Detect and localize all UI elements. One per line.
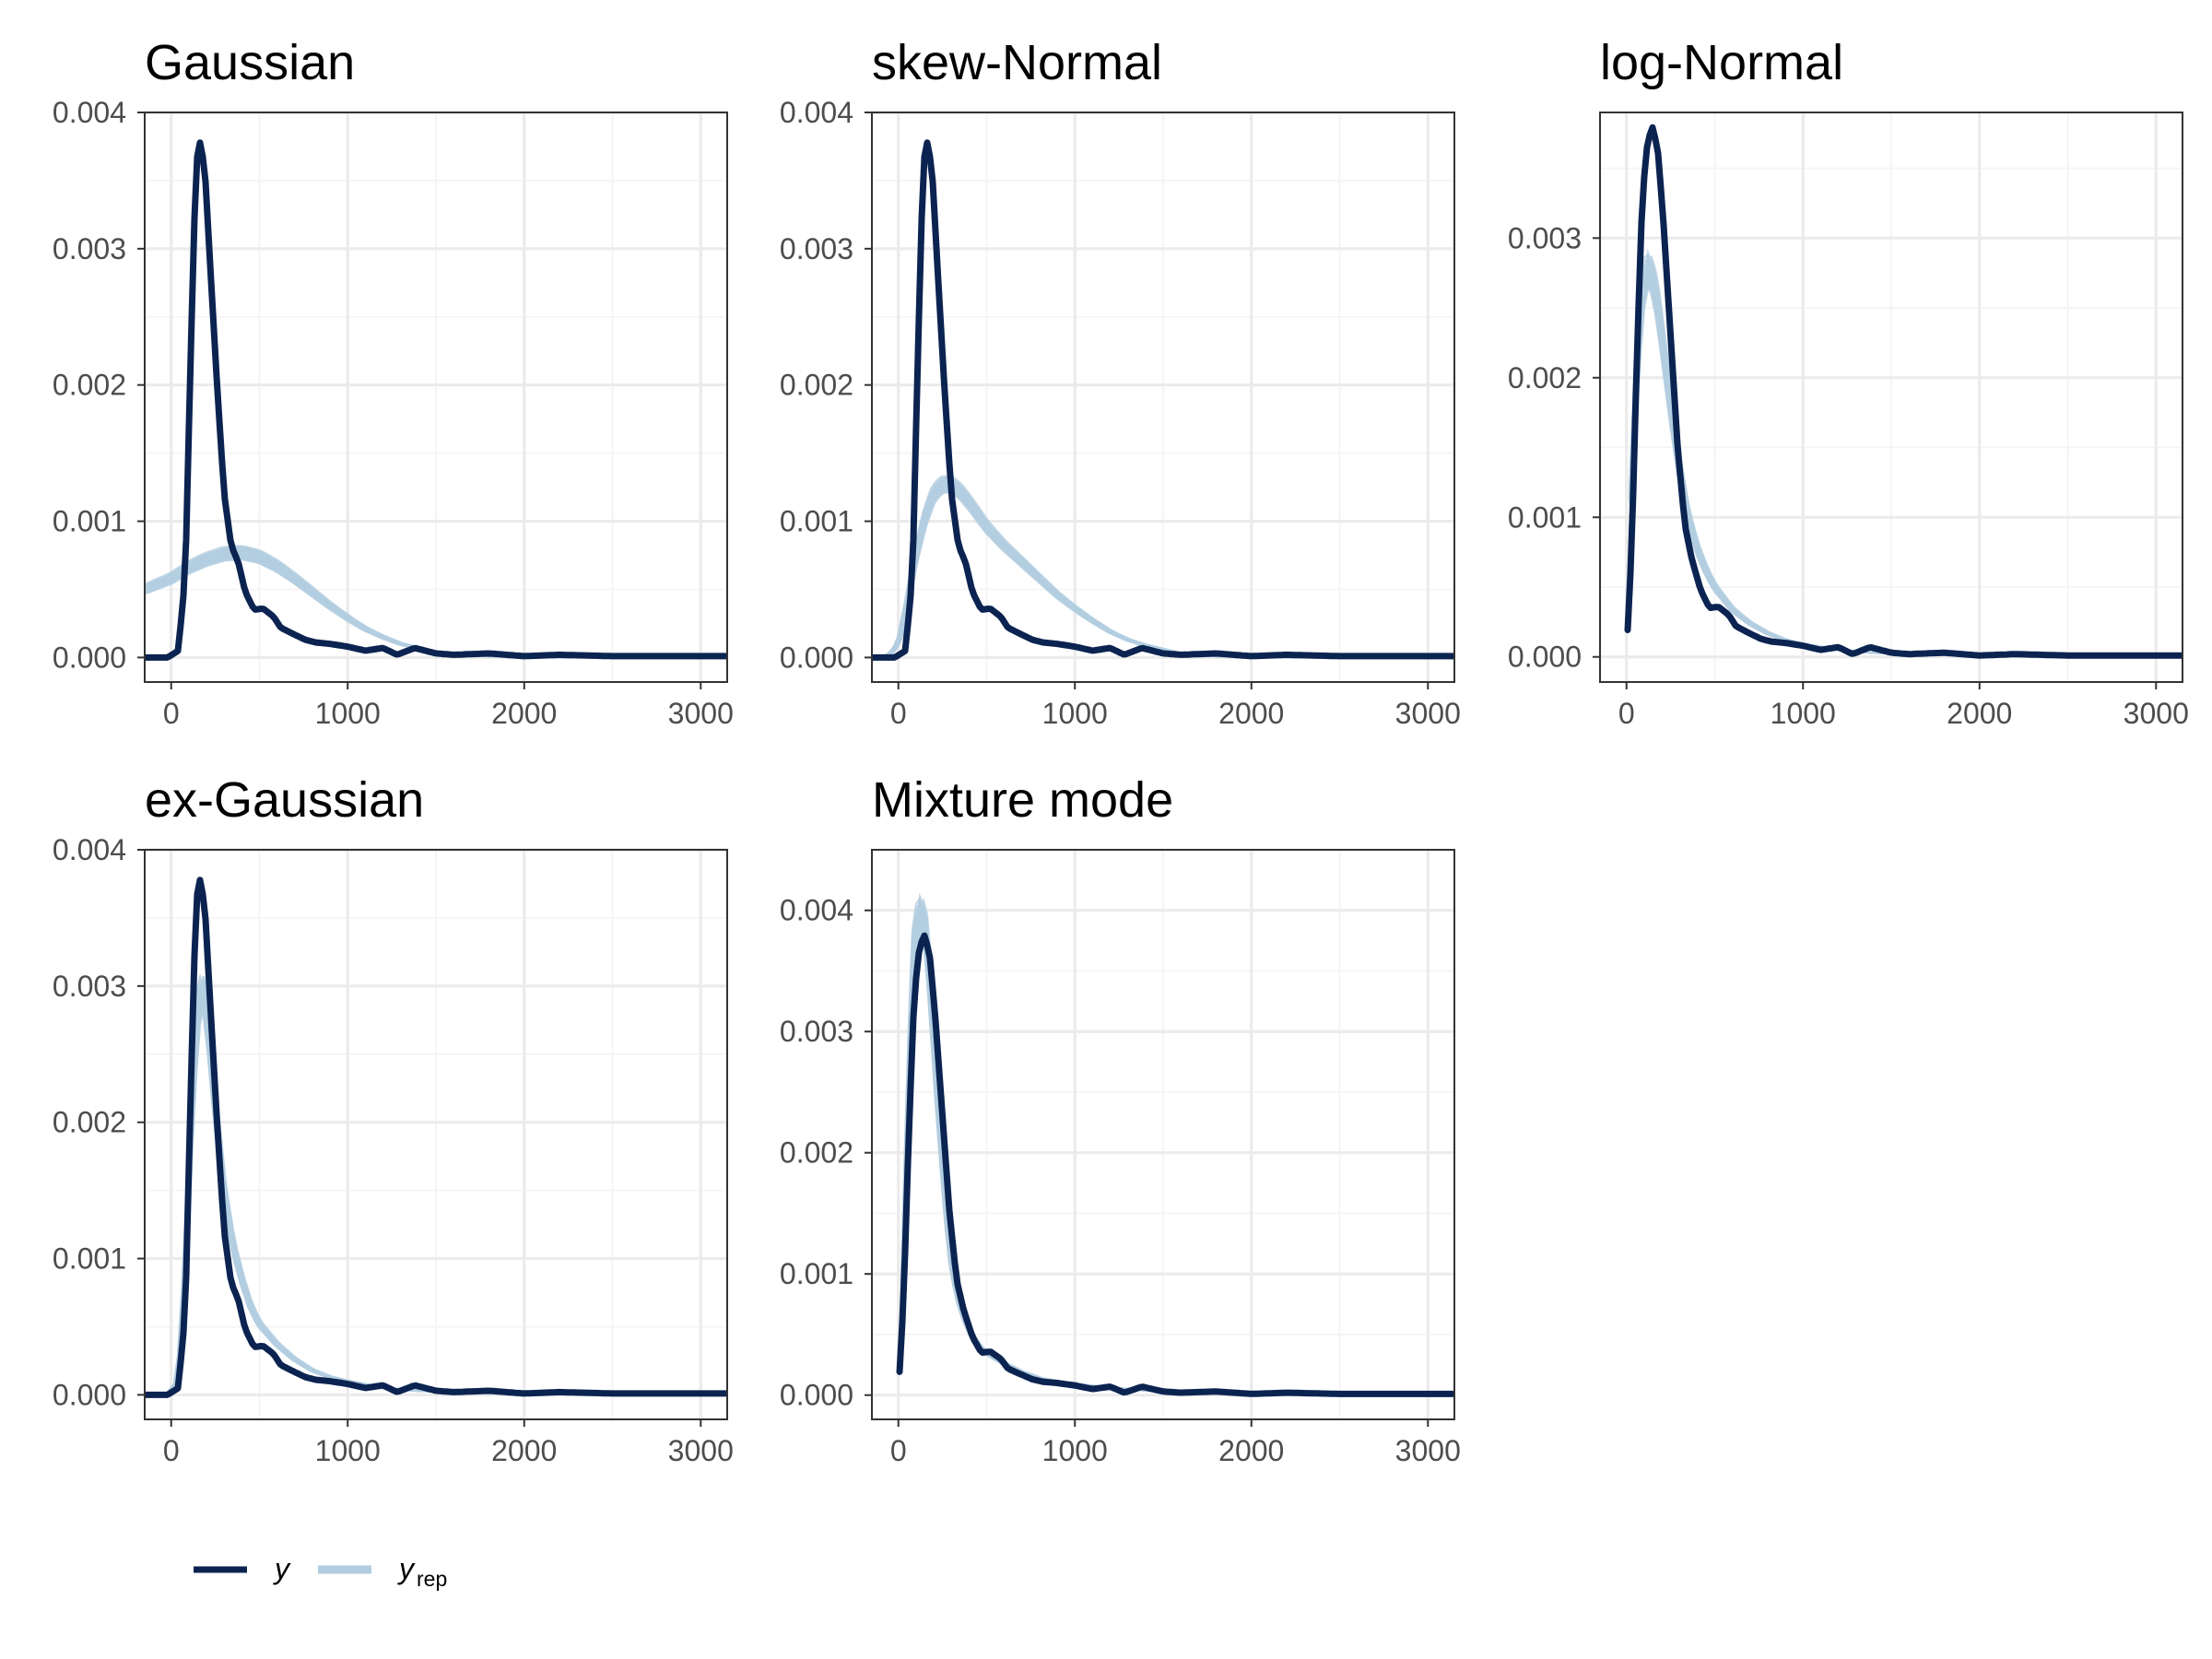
y-tick-label: 0.002 — [53, 369, 126, 402]
y-tick-label: 0.000 — [1508, 641, 1582, 674]
legend-label-y: y — [273, 1552, 291, 1585]
legend: y y rep — [194, 1552, 447, 1591]
y-tick-label: 0.001 — [53, 1242, 126, 1276]
y-line — [145, 139, 727, 661]
x-tick-label: 0 — [163, 1434, 180, 1467]
panel-border — [1599, 112, 2183, 683]
panel-border — [871, 849, 1455, 1420]
y-tick-label: 0.002 — [780, 1136, 853, 1170]
x-tick-label: 2000 — [1218, 697, 1284, 730]
panels: 0 1000 2000 3000 0.000 0.001 0.002 0.003 0.004 Ga… — [53, 35, 2189, 1467]
legend-label-y_rep: y rep — [397, 1552, 447, 1591]
panel-0: 0 1000 2000 3000 0.000 0.001 0.002 0.003 0.004 Ga… — [53, 35, 734, 730]
x-tick-label: 2000 — [491, 1434, 557, 1467]
y-tick-label: 0.004 — [780, 96, 853, 129]
y-tick-label: 0.001 — [780, 505, 853, 538]
y-line — [872, 139, 1454, 661]
y-tick-label: 0.000 — [780, 641, 853, 674]
x-tick-label: 3000 — [668, 1434, 734, 1467]
panel-4: 0 1000 2000 3000 0.000 0.001 0.002 0.003 0.004 Mi… — [780, 772, 1461, 1467]
x-tick-label: 2000 — [491, 697, 557, 730]
y-tick-label: 0.004 — [53, 833, 126, 866]
y-tick-label: 0.003 — [780, 1015, 853, 1048]
x-tick-label: 1000 — [315, 697, 381, 730]
y-tick-label: 0.004 — [780, 894, 853, 927]
x-tick-label: 3000 — [2124, 697, 2189, 730]
panel-title: Gaussian — [145, 35, 355, 90]
x-tick-label: 0 — [163, 697, 180, 730]
y-tick-label: 0.001 — [1508, 500, 1582, 534]
y-tick-label: 0.002 — [1508, 361, 1582, 394]
y-tick-label: 0.001 — [780, 1257, 853, 1290]
y-tick-label: 0.003 — [53, 970, 126, 1003]
x-tick-label: 1000 — [1042, 1434, 1108, 1467]
x-tick-label: 0 — [890, 697, 907, 730]
panel-title: skew-Normal — [872, 35, 1162, 90]
panel-3: 0 1000 2000 3000 0.000 0.001 0.002 0.003 0.004 ex… — [53, 772, 734, 1467]
y-line — [896, 932, 1454, 1397]
y-tick-label: 0.002 — [780, 369, 853, 402]
x-tick-label: 3000 — [1395, 1434, 1461, 1467]
x-tick-label: 0 — [890, 1434, 907, 1467]
x-tick-label: 3000 — [668, 697, 734, 730]
panel-title: Mixture mode — [872, 772, 1173, 828]
y-tick-label: 0.000 — [53, 641, 126, 674]
y-line — [145, 877, 727, 1398]
y-tick-label: 0.003 — [53, 232, 126, 265]
panel-border — [144, 112, 728, 683]
y-tick-label: 0.004 — [53, 96, 126, 129]
x-tick-label: 0 — [1618, 697, 1635, 730]
x-tick-label: 3000 — [1395, 697, 1461, 730]
x-tick-label: 1000 — [1042, 697, 1108, 730]
panel-border — [871, 112, 1455, 683]
y-tick-label: 0.000 — [780, 1379, 853, 1412]
y-tick-label: 0.000 — [53, 1378, 126, 1411]
x-tick-label: 2000 — [1218, 1434, 1284, 1467]
y-tick-label: 0.001 — [53, 505, 126, 538]
y-tick-label: 0.003 — [1508, 221, 1582, 254]
x-tick-label: 1000 — [315, 1434, 381, 1467]
x-tick-label: 1000 — [1771, 697, 1836, 730]
panel-2: 0 1000 2000 3000 0.000 0.001 0.002 0.003 log-Nor… — [1508, 35, 2189, 730]
y-tick-label: 0.002 — [53, 1106, 126, 1139]
panel-title: log-Normal — [1600, 35, 1843, 90]
y-tick-label: 0.003 — [780, 232, 853, 265]
x-tick-label: 2000 — [1947, 697, 2012, 730]
panel-border — [144, 849, 728, 1420]
panel-1: 0 1000 2000 3000 0.000 0.001 0.002 0.003 0.004 sk… — [780, 35, 1461, 730]
y-line — [1624, 124, 2183, 659]
panel-title: ex-Gaussian — [145, 772, 424, 828]
